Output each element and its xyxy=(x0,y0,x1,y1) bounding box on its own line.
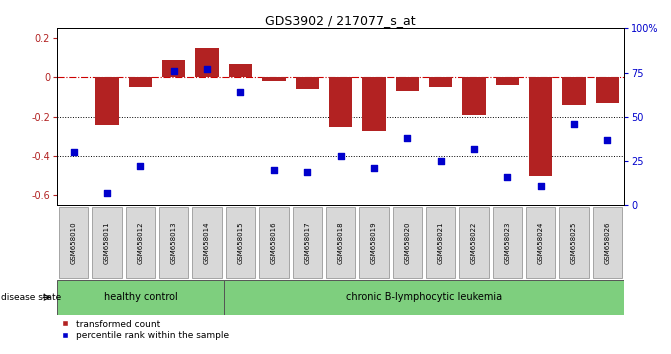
Point xyxy=(68,149,79,155)
Bar xyxy=(195,48,219,78)
Point xyxy=(168,68,179,74)
Point xyxy=(568,121,579,127)
Point xyxy=(135,164,146,169)
FancyBboxPatch shape xyxy=(93,207,121,278)
FancyBboxPatch shape xyxy=(293,207,322,278)
FancyBboxPatch shape xyxy=(226,207,255,278)
Text: GSM658017: GSM658017 xyxy=(304,221,310,264)
Bar xyxy=(295,78,319,89)
Point xyxy=(235,89,246,95)
Text: disease state: disease state xyxy=(1,293,61,302)
Bar xyxy=(429,78,452,87)
Text: GSM658021: GSM658021 xyxy=(437,221,444,264)
Title: GDS3902 / 217077_s_at: GDS3902 / 217077_s_at xyxy=(265,14,416,27)
Bar xyxy=(229,64,252,78)
FancyBboxPatch shape xyxy=(560,207,588,278)
Bar xyxy=(496,78,519,85)
Bar xyxy=(162,60,185,78)
Bar xyxy=(596,78,619,103)
FancyBboxPatch shape xyxy=(259,207,289,278)
Bar xyxy=(562,78,586,105)
Point xyxy=(502,174,513,180)
FancyBboxPatch shape xyxy=(459,207,488,278)
FancyBboxPatch shape xyxy=(125,207,155,278)
FancyBboxPatch shape xyxy=(193,207,222,278)
Text: chronic B-lymphocytic leukemia: chronic B-lymphocytic leukemia xyxy=(346,292,502,302)
Text: GSM658022: GSM658022 xyxy=(471,221,477,264)
Point xyxy=(402,135,413,141)
FancyBboxPatch shape xyxy=(493,207,522,278)
Text: GSM658010: GSM658010 xyxy=(70,221,76,264)
Bar xyxy=(529,78,552,176)
FancyBboxPatch shape xyxy=(224,280,624,315)
Point xyxy=(302,169,313,175)
Bar xyxy=(329,78,352,127)
Point xyxy=(368,165,379,171)
Text: GSM658012: GSM658012 xyxy=(138,221,144,264)
Text: GSM658013: GSM658013 xyxy=(170,221,176,264)
Point xyxy=(268,167,279,173)
Point xyxy=(468,146,479,152)
Point xyxy=(336,153,346,159)
Bar xyxy=(262,78,285,81)
FancyBboxPatch shape xyxy=(159,207,189,278)
Bar xyxy=(95,78,119,125)
Point xyxy=(435,158,446,164)
Legend: transformed count, percentile rank within the sample: transformed count, percentile rank withi… xyxy=(62,320,229,340)
FancyBboxPatch shape xyxy=(59,207,89,278)
Bar xyxy=(362,78,386,131)
Text: healthy control: healthy control xyxy=(103,292,177,302)
FancyBboxPatch shape xyxy=(592,207,622,278)
Text: GSM658015: GSM658015 xyxy=(238,221,244,264)
Point xyxy=(602,137,613,143)
Bar xyxy=(396,78,419,91)
FancyBboxPatch shape xyxy=(326,207,355,278)
Text: GSM658016: GSM658016 xyxy=(271,221,277,264)
Text: GSM658025: GSM658025 xyxy=(571,221,577,264)
FancyBboxPatch shape xyxy=(359,207,389,278)
Text: GSM658023: GSM658023 xyxy=(505,221,511,264)
Point xyxy=(202,66,213,72)
FancyBboxPatch shape xyxy=(426,207,455,278)
Text: GSM658019: GSM658019 xyxy=(371,221,377,264)
Text: GSM658024: GSM658024 xyxy=(537,221,544,264)
FancyBboxPatch shape xyxy=(393,207,422,278)
Point xyxy=(535,183,546,189)
Bar xyxy=(462,78,486,115)
Bar xyxy=(129,78,152,87)
FancyBboxPatch shape xyxy=(57,280,224,315)
Text: GSM658020: GSM658020 xyxy=(404,221,410,264)
Text: GSM658014: GSM658014 xyxy=(204,221,210,264)
Text: GSM658011: GSM658011 xyxy=(104,221,110,264)
FancyBboxPatch shape xyxy=(526,207,556,278)
Text: GSM658026: GSM658026 xyxy=(605,221,611,264)
Point xyxy=(102,190,113,196)
Text: GSM658018: GSM658018 xyxy=(338,221,344,264)
